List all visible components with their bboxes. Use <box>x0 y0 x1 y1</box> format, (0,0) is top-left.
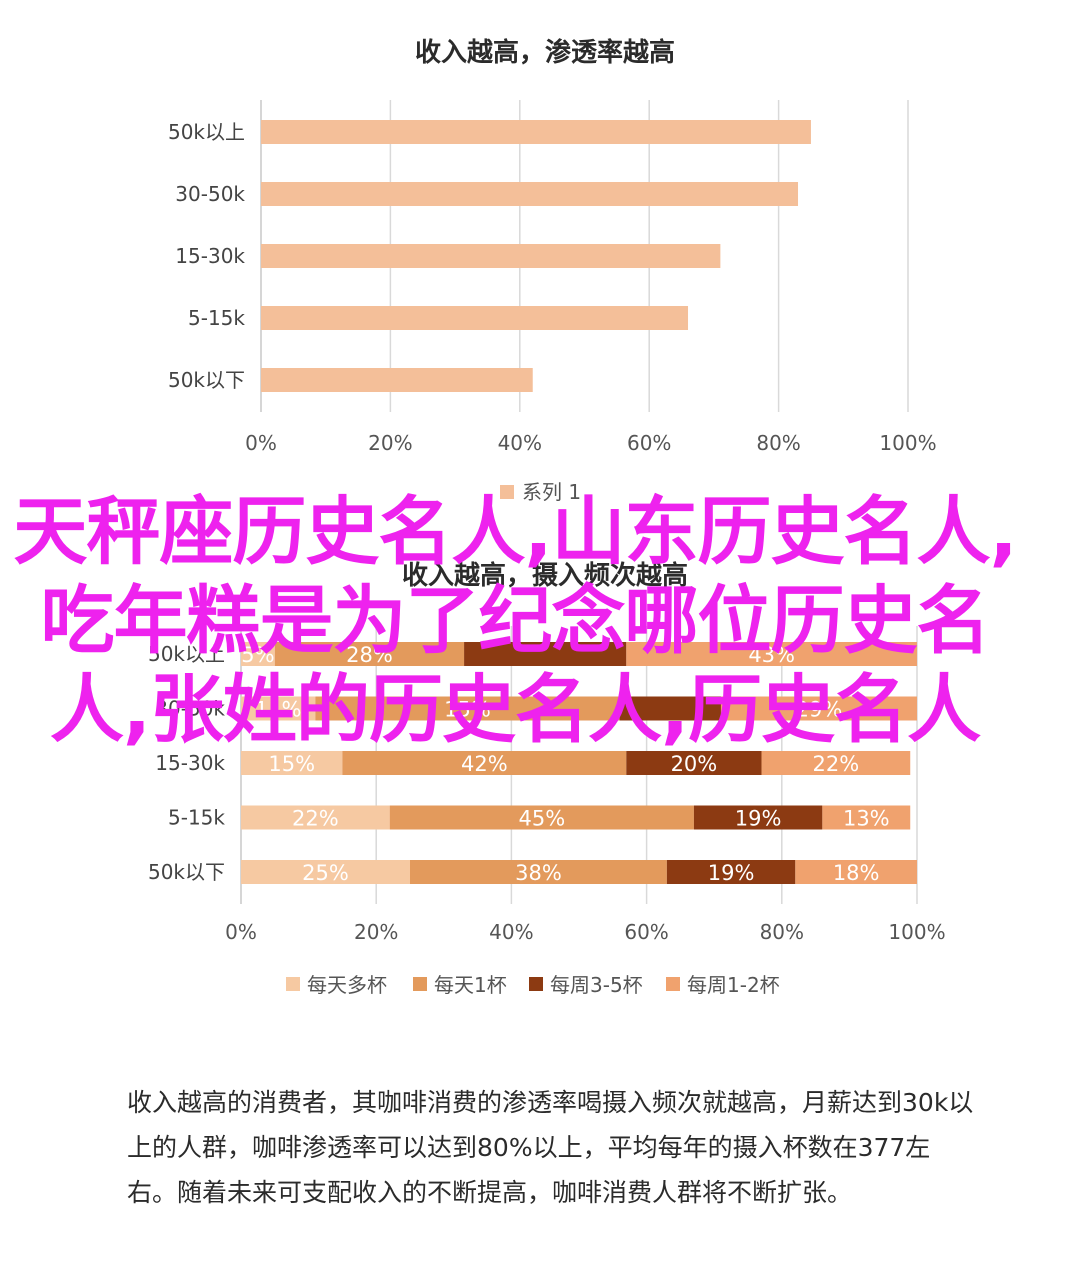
bar-segment <box>241 642 275 666</box>
x-tick-label: 80% <box>760 920 804 944</box>
x-tick-label: 40% <box>498 431 542 455</box>
bar-segment <box>822 805 911 830</box>
legend-label: 系列 1 <box>522 480 581 504</box>
data-label: 29% <box>796 698 843 722</box>
category-labels: 50k以上 30-50k 15-30k 5-15k 50k以下 <box>168 120 245 392</box>
data-label: 15% <box>444 698 491 722</box>
legend-swatch <box>500 485 514 499</box>
bar-segment <box>795 860 917 884</box>
legend-swatch <box>413 977 427 991</box>
bar <box>261 182 799 206</box>
legend-swatch <box>529 977 543 991</box>
x-tick-labels: 0% 20% 40% 60% 80% 100% <box>245 431 936 455</box>
bar-segment <box>410 860 667 884</box>
data-label: 15% <box>268 752 315 776</box>
category-label: 30-50k <box>155 697 225 721</box>
bar <box>261 368 533 392</box>
bar-segment <box>342 751 627 775</box>
bar-segment <box>315 696 620 721</box>
data-label: 43% <box>748 643 795 667</box>
data-label: 25% <box>302 861 349 885</box>
x-tick-label: 60% <box>624 920 668 944</box>
bar-segment <box>761 751 911 775</box>
overlay-title: 天秤座历史名人,山东历史名人,吃年糕是为了纪念哪位历史名人,张姓的历史名人,历史… <box>13 489 1017 753</box>
legend-label: 每天多杯 <box>307 973 387 997</box>
x-tick-label: 0% <box>225 920 257 944</box>
chart-frequency: 收入越高，摄入频次越高 5% 28% 43% 11% 15% 29% 15% 42% 20% 22… <box>148 560 946 997</box>
legend: 每天多杯 每天1杯 每周3-5杯 每周1-2杯 <box>286 973 780 997</box>
bar-segment <box>241 696 316 721</box>
bar-segment <box>626 751 762 775</box>
bar <box>261 244 721 268</box>
data-label: 19% <box>708 861 755 885</box>
data-label: 18% <box>833 861 880 885</box>
chart-penetration: 收入越高，渗透率越高 50k以上 30-50k 15-30k 5-15k 50k以下 0… <box>168 37 937 504</box>
data-label: 22% <box>292 807 339 831</box>
category-label: 50k以下 <box>168 368 245 392</box>
legend-label: 每周1-2杯 <box>687 973 780 997</box>
bar-segment <box>241 805 390 830</box>
category-label: 5-15k <box>188 306 245 330</box>
bar-segment <box>666 860 796 884</box>
x-tick-label: 100% <box>879 431 936 455</box>
category-label: 50k以上 <box>168 120 245 144</box>
bars <box>261 120 811 392</box>
category-label: 15-30k <box>175 244 245 268</box>
bar-segment <box>626 642 917 666</box>
x-tick-labels: 0% 20% 40% 60% 80% 100% <box>225 920 945 944</box>
x-tick-label: 40% <box>489 920 533 944</box>
x-tick-label: 20% <box>368 431 412 455</box>
data-label: 20% <box>671 752 718 776</box>
bar-segment <box>720 696 917 721</box>
legend-swatch <box>286 977 300 991</box>
legend-label: 每天1杯 <box>434 973 507 997</box>
legend-label: 每周3-5杯 <box>550 973 643 997</box>
bar-segment <box>241 860 410 884</box>
stacked-bars <box>241 642 917 884</box>
data-label: 28% <box>346 643 393 667</box>
bar-segment <box>464 642 627 666</box>
data-label: 13% <box>843 807 890 831</box>
category-label: 15-30k <box>155 751 225 775</box>
bar-segment <box>693 805 823 830</box>
category-label: 5-15k <box>168 806 225 830</box>
category-label: 50k以下 <box>148 860 225 884</box>
data-label: 11% <box>255 698 302 722</box>
bar <box>261 306 689 330</box>
x-tick-label: 0% <box>245 431 277 455</box>
legend-swatch <box>666 977 680 991</box>
x-tick-label: 100% <box>888 920 945 944</box>
chart-title: 收入越高，摄入频次越高 <box>402 560 688 591</box>
data-label: 22% <box>813 752 860 776</box>
data-label: 45% <box>518 807 565 831</box>
body-paragraph: 收入越高的消费者，其咖啡消费的渗透率喝摄入频次就越高，月薪达到30k以上的人群，… <box>127 1088 974 1207</box>
data-label: 19% <box>735 807 782 831</box>
x-tick-label: 20% <box>354 920 398 944</box>
category-label: 30-50k <box>175 182 245 206</box>
bar-segment <box>241 751 343 775</box>
bar <box>261 120 811 144</box>
data-labels: 5% 28% 43% 11% 15% 29% 15% 42% 20% 22% 22% 45% 19% 13… <box>241 643 889 885</box>
category-label: 50k以上 <box>148 642 225 666</box>
x-tick-label: 60% <box>627 431 671 455</box>
chart-title: 收入越高，渗透率越高 <box>415 37 675 68</box>
bar-segment <box>389 805 694 830</box>
category-labels: 50k以上 30-50k 15-30k 5-15k 50k以下 <box>148 642 225 884</box>
data-label: 5% <box>241 643 274 667</box>
x-tick-label: 80% <box>756 431 800 455</box>
data-label: 38% <box>515 861 562 885</box>
legend: 系列 1 <box>500 480 581 504</box>
bar-segment <box>274 642 465 666</box>
data-label: 42% <box>461 752 508 776</box>
bar-segment <box>619 696 721 721</box>
